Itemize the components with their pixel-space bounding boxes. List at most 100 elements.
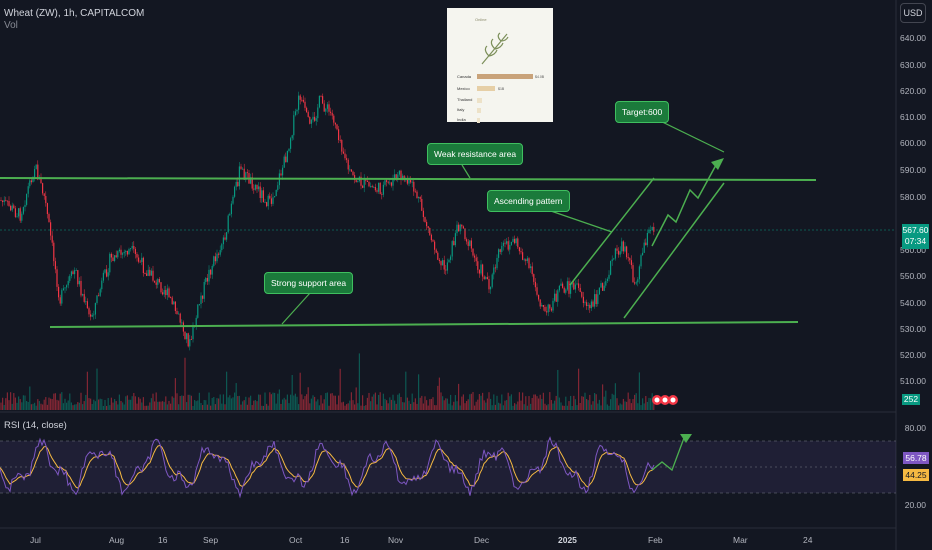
candle-body <box>83 294 85 302</box>
volume-bar <box>106 405 108 410</box>
candle-body <box>229 214 231 216</box>
candle-body <box>509 244 511 250</box>
volume-bar <box>598 399 600 410</box>
candle-body <box>382 184 384 195</box>
candle-body <box>174 301 176 311</box>
volume-bars <box>0 353 655 410</box>
currency-button[interactable]: USD <box>900 3 926 23</box>
candle-body <box>165 290 167 296</box>
volume-bar <box>232 397 234 410</box>
candle-body <box>144 273 146 274</box>
volume-bar <box>83 401 85 410</box>
candle-body <box>325 108 327 112</box>
inset-row-label: Thailand <box>457 97 473 102</box>
weak-resistance-callout[interactable]: Weak resistance area <box>427 143 524 165</box>
candle-body <box>258 186 260 190</box>
candle-body <box>205 277 207 283</box>
candle-body <box>238 166 240 187</box>
candle-body <box>256 184 258 190</box>
volume-bar <box>499 403 501 410</box>
volume-bar <box>208 392 210 410</box>
candle-body <box>398 170 400 175</box>
candle-body <box>211 265 213 275</box>
candle-body <box>291 135 293 139</box>
candle-body <box>522 252 524 260</box>
volume-bar <box>362 395 364 410</box>
volume-bar <box>218 398 220 410</box>
candle-body <box>371 186 373 188</box>
candle-body <box>424 217 426 222</box>
candle-body <box>146 273 148 276</box>
candle-body <box>208 269 210 282</box>
volume-bar <box>56 399 58 410</box>
price-tick: 550.00 <box>900 271 926 281</box>
candle-body <box>445 269 447 271</box>
candle-body <box>387 181 389 183</box>
candle-body <box>488 279 490 290</box>
volume-bar <box>61 392 63 410</box>
candle-body <box>19 208 21 221</box>
candle-body <box>29 180 31 187</box>
candle-body <box>611 259 613 262</box>
volume-bar <box>286 394 288 410</box>
volume-bar <box>456 401 458 410</box>
candle-body <box>341 140 343 152</box>
leader-support <box>281 292 311 325</box>
volume-bar <box>347 403 349 410</box>
candle-body <box>504 242 506 244</box>
volume-bar <box>114 399 116 410</box>
volume-bar <box>472 392 474 410</box>
candle-body <box>453 241 455 246</box>
candle-body <box>77 270 79 285</box>
price-tick: 590.00 <box>900 165 926 175</box>
candle-body <box>435 249 437 253</box>
candle-body <box>653 226 655 232</box>
volume-bar <box>278 389 280 410</box>
volume-bar <box>394 400 396 410</box>
volume-bar <box>130 399 132 410</box>
volume-bar <box>602 384 604 410</box>
candle-body <box>178 313 180 315</box>
volume-bar <box>411 393 413 410</box>
volume-bar <box>322 403 324 410</box>
volume-bar <box>64 398 66 410</box>
volume-bar <box>470 393 472 410</box>
volume-bar <box>422 403 424 410</box>
volume-bar <box>205 400 207 410</box>
volume-bar <box>498 402 500 410</box>
symbol-title[interactable]: Wheat (ZW), 1h, CAPITALCOM <box>4 8 145 19</box>
volume-bar <box>275 403 277 410</box>
ascending-pattern-callout[interactable]: Ascending pattern <box>487 190 570 212</box>
volume-bar <box>475 401 477 410</box>
inset-row-label: India <box>457 117 466 122</box>
candle-body <box>34 169 36 178</box>
candle-body <box>426 221 428 227</box>
volume-bar <box>43 399 45 410</box>
candle-body <box>246 172 248 174</box>
volume-bar <box>549 392 551 410</box>
strong-support-callout[interactable]: Strong support area <box>264 272 354 294</box>
candle-body <box>192 326 194 340</box>
volume-bar <box>266 403 268 410</box>
candle-body <box>520 251 522 253</box>
volume-bar <box>142 397 144 410</box>
time-tick: 24 <box>803 535 813 545</box>
volume-bar <box>133 392 135 410</box>
volume-bar <box>80 392 82 410</box>
candle-body <box>173 301 175 305</box>
volume-bar <box>221 403 223 410</box>
rsi-title[interactable]: RSI (14, close) <box>4 420 67 431</box>
volume-bar <box>605 390 607 410</box>
target-callout[interactable]: Target:600 <box>615 101 670 123</box>
volume-bar <box>418 374 420 410</box>
volume-bar <box>200 402 202 410</box>
candle-body <box>589 305 591 309</box>
candle-body <box>75 270 77 271</box>
volume-bar <box>277 393 279 410</box>
volume-bar <box>614 383 616 410</box>
candle-body <box>418 196 420 199</box>
candle-body <box>634 282 636 284</box>
volume-bar <box>586 399 588 410</box>
volume-bar <box>392 394 394 410</box>
